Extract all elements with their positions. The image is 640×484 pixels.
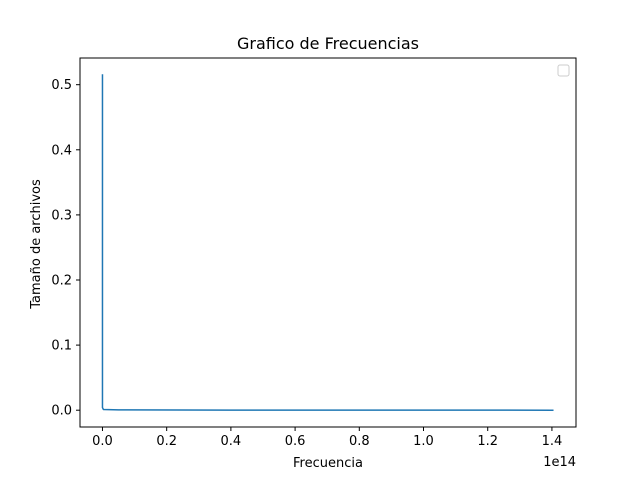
x-tick-label: 1.2	[477, 434, 498, 449]
x-tick-label: 1.0	[413, 434, 434, 449]
x-tick-label: 0.2	[156, 434, 177, 449]
x-tick-label: 0.4	[221, 434, 242, 449]
chart-title: Grafico de Frecuencias	[237, 34, 419, 53]
x-tick-label: 0.8	[349, 434, 370, 449]
x-axis-label: Frecuencia	[293, 456, 363, 471]
legend-box	[557, 64, 570, 77]
y-axis-ticks: 0.0 0.1 0.2 0.3 0.4 0.5	[51, 78, 80, 419]
y-axis-label: Tamaño de archivos	[29, 179, 44, 310]
y-tick-label: 0.3	[51, 208, 72, 223]
axes-frame	[79, 57, 577, 428]
x-tick-label: 0.6	[285, 434, 306, 449]
x-axis-offset-label: 1e14	[543, 455, 576, 470]
x-tick-label: 0.0	[92, 434, 113, 449]
y-tick-label: 0.5	[51, 78, 72, 93]
series-line-0	[101, 74, 554, 411]
series-layer	[101, 74, 554, 411]
x-axis-ticks: 0.0 0.2 0.4 0.6 0.8 1.0 1.2 1.4	[92, 427, 562, 449]
y-tick-label: 0.2	[51, 273, 72, 288]
y-tick-label: 0.1	[51, 339, 72, 354]
y-tick-label: 0.4	[51, 143, 72, 158]
y-tick-label: 0.0	[51, 404, 72, 419]
x-tick-label: 1.4	[542, 434, 563, 449]
